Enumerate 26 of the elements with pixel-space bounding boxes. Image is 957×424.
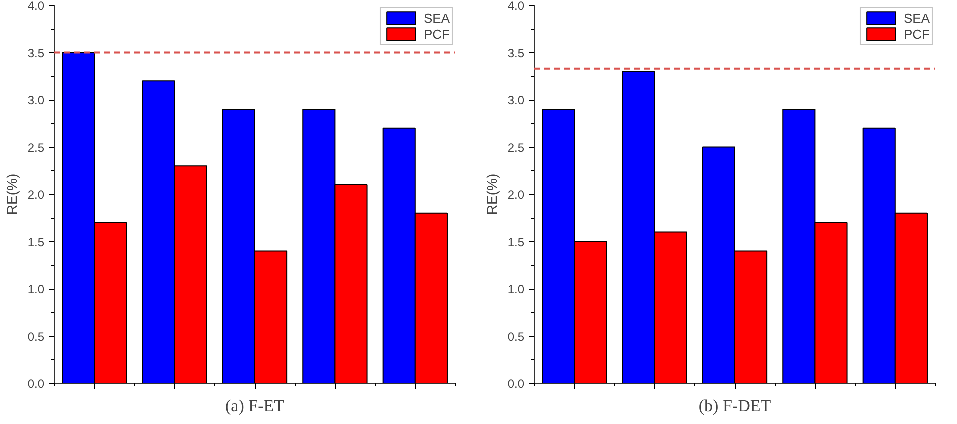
y-tick-label: 1.5	[28, 235, 45, 250]
text: (a) F-ET	[226, 396, 286, 416]
y-tick-label: 1.0	[508, 282, 525, 296]
y-tick-label: 1.0	[28, 282, 45, 296]
y-tick-label: 0.5	[28, 330, 45, 344]
y-tick-label: 2.0	[28, 188, 45, 202]
text: (b) F-DET	[698, 396, 772, 416]
y-tick-label: 2.0	[508, 188, 525, 202]
y-tick-label: 2.5	[508, 140, 525, 155]
legend-label: PCF	[904, 26, 930, 42]
legend-label: SEA	[424, 10, 450, 26]
legend-label: SEA	[904, 10, 930, 26]
y-tick-label: 2.5	[28, 140, 45, 155]
y-tick-label: 4.0	[28, 0, 45, 13]
y-tick-label: 0.0	[28, 377, 45, 391]
y-tick-label: 0.0	[508, 377, 525, 391]
legend-label: PCF	[424, 26, 450, 42]
y-tick-label: 3.0	[28, 94, 45, 108]
y-axis-title: RE(%)	[484, 174, 500, 216]
y-tick-label: 3.5	[28, 46, 45, 60]
y-axis-title: RE(%)	[4, 174, 20, 216]
y-tick-label: 4.0	[508, 0, 525, 13]
y-tick-label: 0.5	[508, 330, 525, 344]
y-tick-label: 3.5	[508, 46, 525, 60]
y-tick-label: 1.5	[508, 235, 525, 250]
y-tick-label: 3.0	[508, 94, 525, 108]
